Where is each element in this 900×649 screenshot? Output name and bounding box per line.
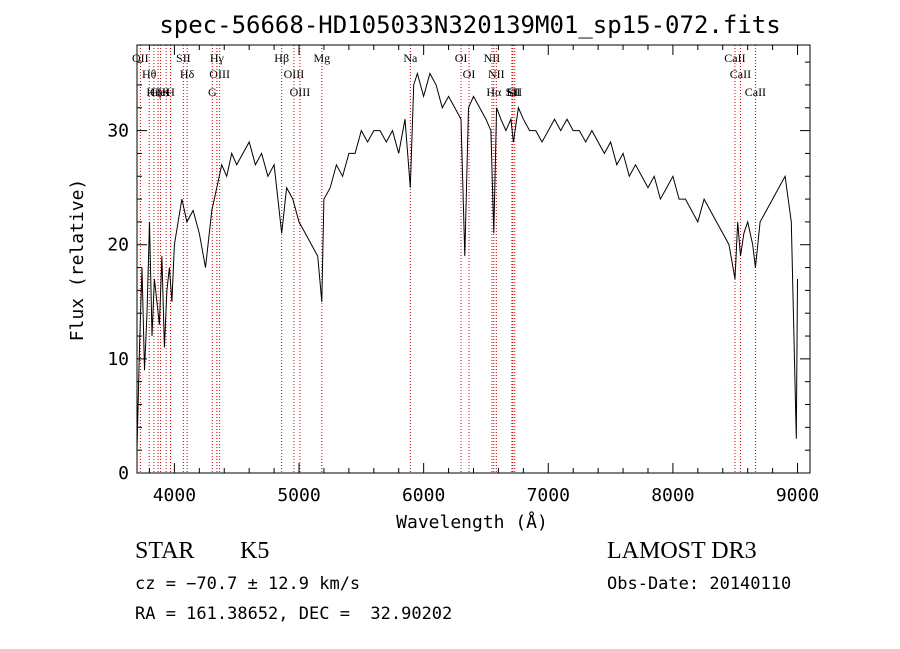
- line-label-16: Na: [403, 51, 418, 65]
- object-subclass: K5: [240, 538, 270, 564]
- line-label-21: NII: [488, 67, 505, 81]
- survey-name: LAMOST DR3: [607, 538, 757, 564]
- line-label-13: OIII: [284, 67, 305, 81]
- line-label-5: K: [162, 85, 171, 99]
- axis-ticks: 4000 5000 6000 7000 8000 9000 0 10 20 30: [107, 45, 819, 506]
- plot-frame: [136, 44, 811, 474]
- line-label-17: OI: [455, 51, 468, 65]
- line-label-19: NII: [484, 51, 501, 65]
- line-label-1: Hθ: [142, 67, 157, 81]
- x-tick-label-4: 8000: [651, 485, 694, 506]
- line-label-6: H: [166, 85, 175, 99]
- redshift-readout: cz = −70.7 ± 12.9 km/s: [135, 574, 361, 594]
- line-label-4: HeI: [152, 85, 170, 99]
- chart-title: spec-56668-HD105033N320139M01_sp15-072.f…: [159, 11, 780, 39]
- line-label-0: OII: [132, 51, 149, 65]
- line-label-14: OIII: [290, 85, 311, 99]
- line-label-22: Li: [507, 85, 518, 99]
- line-label-8: Hδ: [180, 67, 195, 81]
- line-label-12: Hβ: [274, 51, 289, 65]
- line-label-20: Hα: [486, 85, 502, 99]
- y-tick-label-1: 10: [107, 349, 129, 370]
- line-label-3: CII: [150, 85, 166, 99]
- y-axis-label: Flux (relative): [67, 179, 88, 342]
- spectral-line-markers: [139, 45, 756, 473]
- x-axis-label: Wavelength (Å): [396, 511, 548, 533]
- line-label-23: SII: [506, 85, 521, 99]
- x-tick-label-2: 6000: [402, 485, 445, 506]
- y-tick-label-0: 0: [118, 463, 129, 484]
- line-label-10: Hγ: [210, 51, 225, 65]
- line-label-24: SII: [507, 85, 522, 99]
- line-label-2: Hη: [146, 85, 161, 99]
- object-class: STAR: [135, 538, 195, 564]
- line-label-15: Mg: [313, 51, 330, 65]
- x-tick-label-3: 7000: [527, 485, 570, 506]
- x-tick-label-0: 4000: [153, 485, 196, 506]
- line-label-7: SII: [176, 51, 191, 65]
- x-tick-label-1: 5000: [277, 485, 320, 506]
- y-tick-label-3: 30: [107, 121, 129, 142]
- line-label-25: CaII: [724, 51, 745, 65]
- line-label-11: OIII: [209, 67, 230, 81]
- line-label-27: CaII: [745, 85, 766, 99]
- line-label-9: G: [208, 85, 217, 99]
- line-label-18: OI: [463, 67, 476, 81]
- coordinates-readout: RA = 161.38652, DEC = 32.90202: [135, 604, 453, 624]
- spectrum-line: [136, 71, 798, 451]
- x-tick-label-5: 9000: [776, 485, 819, 506]
- spectrum-series: [136, 71, 798, 451]
- observation-date: Obs-Date: 20140110: [607, 574, 792, 594]
- y-tick-label-2: 20: [107, 235, 129, 256]
- line-label-26: CaII: [730, 67, 751, 81]
